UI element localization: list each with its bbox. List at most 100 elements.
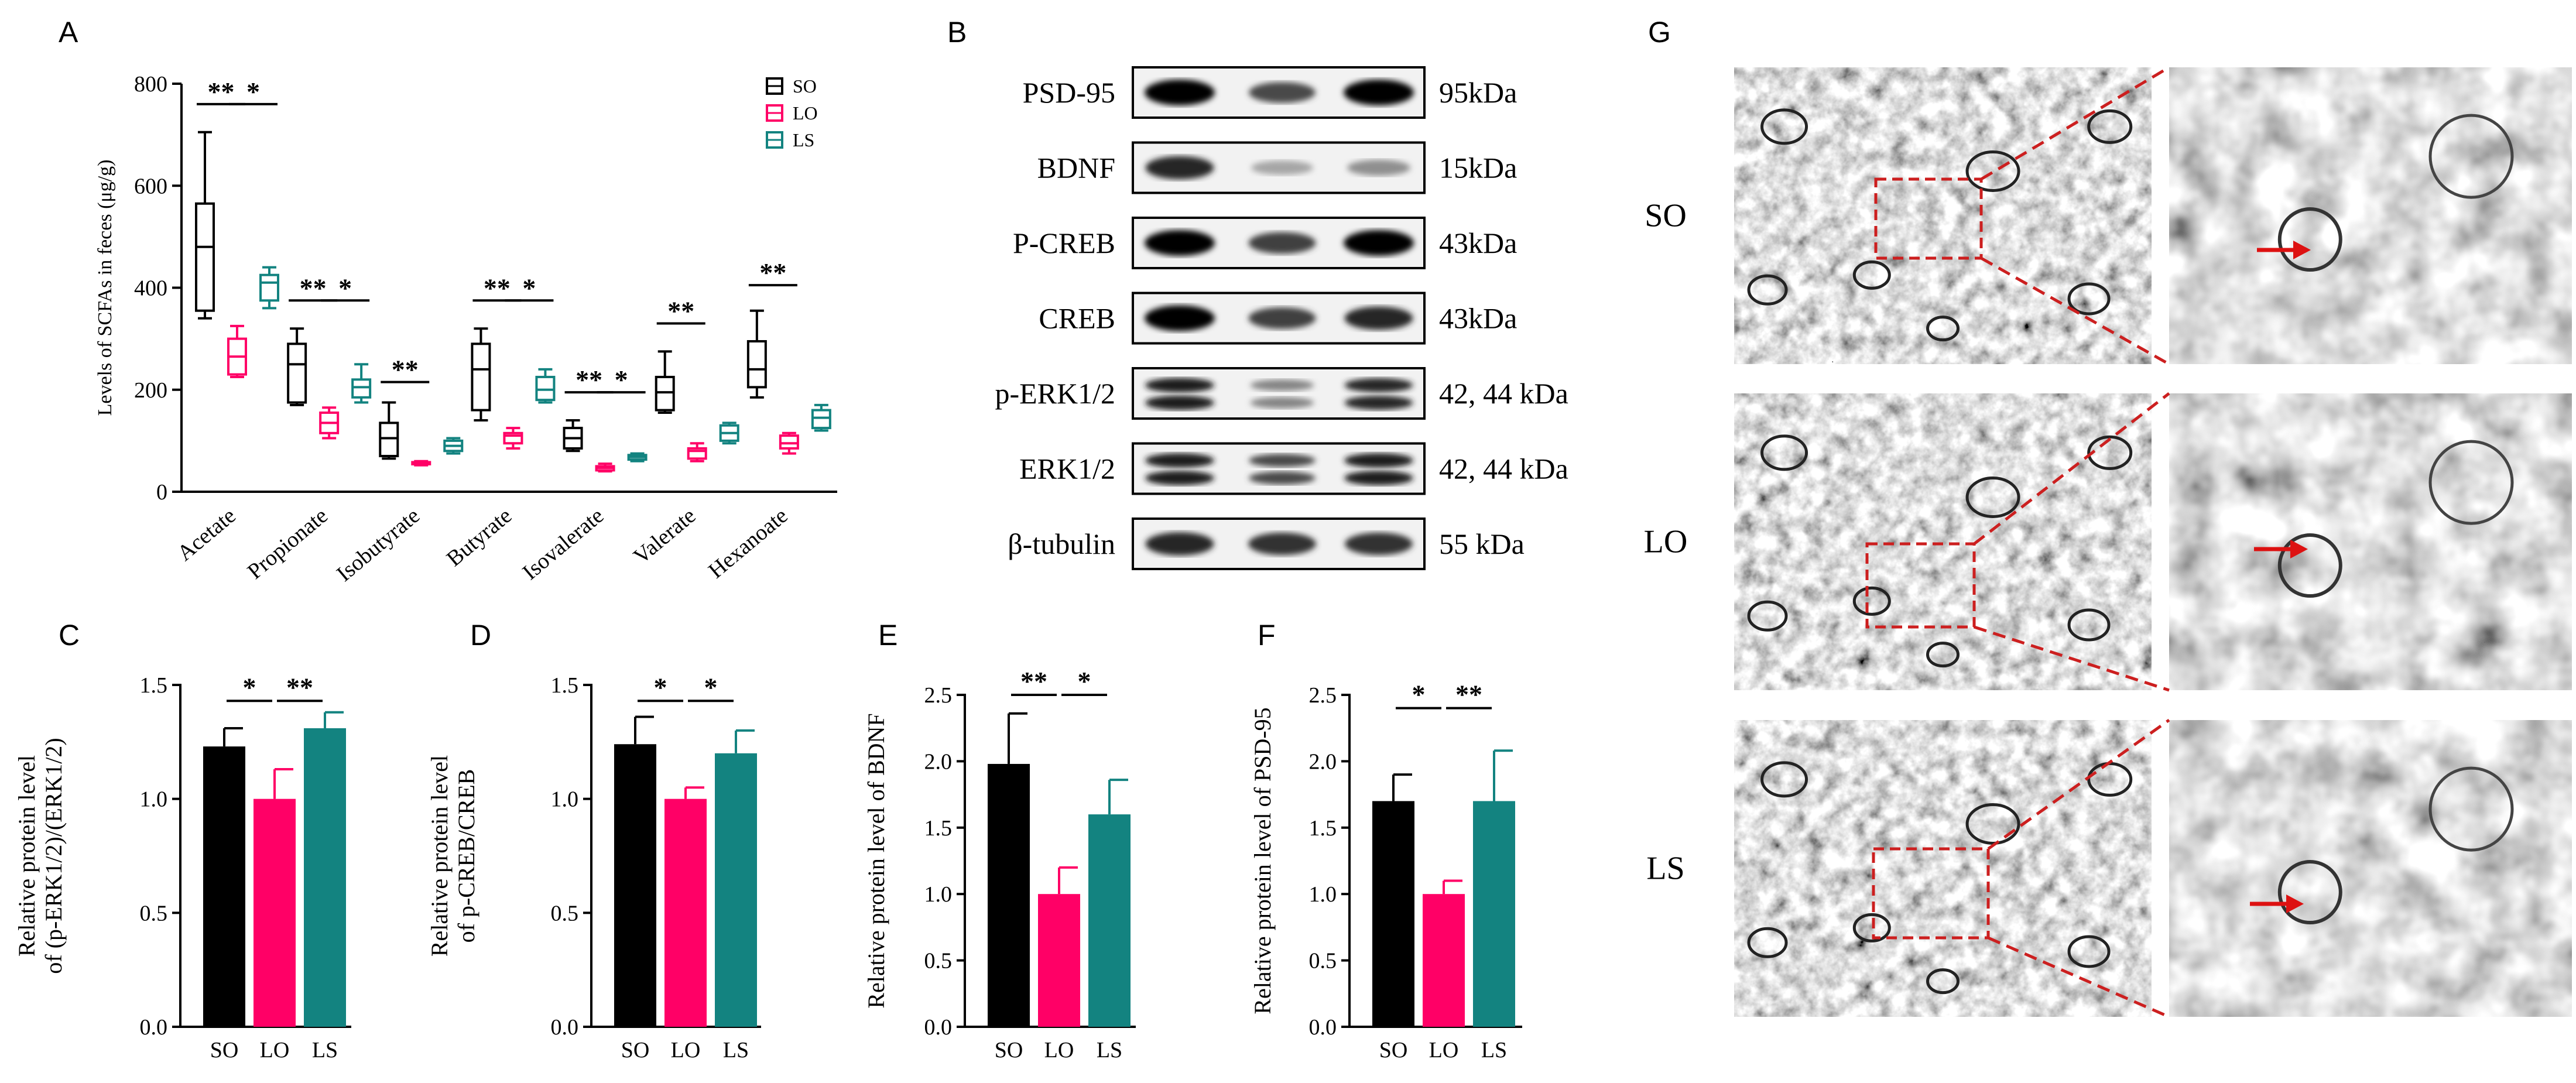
em-so-membrane [1926, 316, 1960, 342]
blot-erk1-2-frame [1132, 442, 1426, 495]
y-tick-label: 0.0 [551, 1015, 579, 1040]
em-lo-membrane [2067, 608, 2111, 642]
blot-erk1-2-band-2-lower [1249, 471, 1316, 485]
em-so-label: SO [1645, 198, 1687, 234]
em-ls-zoom-box [1872, 847, 1990, 940]
bar-so [614, 744, 656, 1027]
bar-ls [715, 753, 757, 1027]
y-tick-label: 1.5 [924, 816, 953, 841]
blot-erk1-2-band-3-lower [1344, 471, 1413, 485]
box-acetate-so [195, 202, 215, 312]
x-tick-label-isovalerate: Isovalerate [518, 503, 609, 585]
bar-ls [1088, 814, 1131, 1027]
em-so-zoom-line-bottom [1980, 256, 2170, 366]
y-tick-label: 800 [134, 72, 167, 97]
y-tick-label: 0.5 [551, 901, 579, 926]
x-tick-label-acetate: Acetate [173, 503, 241, 566]
em-ls-membrane [1965, 803, 2020, 845]
blot-erk1-2-band-3-upper [1344, 453, 1413, 468]
panel-label-g: G [1648, 16, 1671, 49]
y-axis-label: Relative protein level [426, 755, 453, 957]
x-tick-label-ls: LS [312, 1038, 338, 1063]
y-axis-label: Levels of SCFAs in feces (μg/g) [94, 160, 116, 416]
blot-p-creb-size: 43kDa [1439, 227, 1517, 259]
blot-creb-band-3 [1344, 306, 1413, 330]
em-lo-zoom-line-top [1973, 392, 2170, 545]
y-tick-label: 0.5 [924, 949, 953, 974]
significance-label: ** [208, 77, 235, 107]
em-lo-membrane [1852, 586, 1891, 616]
x-tick-label-lo: LO [1044, 1038, 1074, 1063]
y-tick-label: 2.0 [924, 749, 953, 774]
blot-bdnf-band-1 [1145, 156, 1214, 180]
box-hexanoate-so [746, 340, 767, 389]
legend-label-so: SO [793, 76, 817, 97]
y-tick-label: 1.5 [140, 673, 168, 698]
em-so-membrane [1760, 108, 1808, 145]
bar-ls [304, 728, 346, 1027]
em-so-membrane [2067, 282, 2111, 316]
x-tick-label-so: SO [621, 1038, 650, 1063]
bar-so [1372, 801, 1414, 1027]
em-images-panel: SO LO LS [1644, 66, 2572, 1019]
significance-label: ** [576, 365, 602, 395]
chart-d-pcreb-ratio: 0.0 0.5 1.0 1.5 Relative protein level of p-C… [426, 672, 761, 1063]
bar-lo [254, 798, 296, 1027]
blot-creb-band-1 [1145, 305, 1215, 331]
em-ls-label: LS [1646, 851, 1684, 887]
y-axis-label: of (p-ERK1/2)/(ERK1/2) [40, 738, 67, 974]
x-tick-label-propionate: Propionate [243, 503, 333, 584]
em-lo-membrane [1926, 642, 1960, 668]
y-tick-label: 1.5 [1309, 816, 1337, 841]
em-so-zoom-box [1874, 177, 1983, 260]
blot-bdnf-label: BDNF [1037, 152, 1115, 184]
blot-p-erk1-2-size: 42, 44 kDa [1439, 377, 1568, 410]
em-lo-vesicle [2428, 440, 2514, 525]
blot-psd-95-band-1 [1145, 80, 1215, 105]
western-blot-panel: PSD-95 95kDa BDNF 15kDa P-CREB 43kDa CREB 43kDa… [995, 66, 1568, 570]
blot-p-creb-band-2 [1248, 232, 1316, 254]
box-butyrate-so [471, 342, 491, 412]
y-tick-label: 1.0 [140, 787, 168, 812]
bar-ls [1473, 801, 1515, 1027]
em-ls-membrane [1747, 927, 1788, 958]
significance-label: * [338, 273, 352, 303]
box-acetate-ls [259, 273, 279, 302]
blot-tubulin-band-1 [1145, 532, 1214, 556]
y-tick-label: 2.5 [1309, 683, 1337, 708]
em-ls-arrow-icon [2286, 894, 2304, 913]
x-tick-label-ls: LS [723, 1038, 749, 1063]
blot-p-erk1-2-frame [1132, 367, 1426, 420]
chart-f-psd95: 0.0 0.5 1.0 1.5 2.0 2.5 Relative protein level… [1249, 680, 1522, 1063]
em-ls-membrane [2067, 935, 2111, 968]
chart-e-bdnf: 0.0 0.5 1.0 1.5 2.0 2.5 Relative protein level… [863, 666, 1136, 1063]
box-isobutyrate-so [379, 421, 399, 458]
y-tick-label: 1.5 [551, 673, 579, 698]
x-tick-label-so: SO [995, 1038, 1023, 1063]
x-tick-label-lo: LO [671, 1038, 701, 1063]
significance-label: ** [1020, 666, 1047, 696]
blot-tubulin-band-2 [1248, 532, 1316, 556]
blot-tubulin-size: 55 kDa [1439, 527, 1525, 560]
em-so-membrane [1965, 150, 2020, 192]
em-lo-zoom-box [1865, 542, 1976, 629]
em-lo-label: LO [1644, 524, 1688, 560]
significance-label: * [704, 672, 718, 702]
blot-creb-band-2 [1248, 307, 1316, 329]
chart-c-perk-ratio: 0.0 0.5 1.0 1.5 Relative protein level of (p-… [13, 672, 351, 1063]
legend-label-ls: LS [793, 129, 814, 150]
blot-creb-label: CREB [1039, 302, 1115, 335]
x-tick-label-so: SO [1379, 1038, 1408, 1063]
blot-p-erk1-2-band-3-upper [1344, 378, 1413, 393]
x-tick-label-ls: LS [1481, 1038, 1507, 1063]
blot-p-erk1-2-label: p-ERK1/2 [995, 377, 1115, 410]
panel-label-e: E [878, 619, 898, 652]
blot-erk1-2-band-1-upper [1145, 453, 1214, 468]
y-tick-label: 0.5 [1309, 949, 1337, 974]
y-axis-label: Relative protein level [13, 755, 40, 957]
significance-label: ** [484, 273, 511, 303]
panel-label-c: C [59, 619, 80, 652]
bar-lo [1038, 894, 1080, 1027]
bar-so [203, 746, 245, 1027]
blot-erk1-2-size: 42, 44 kDa [1439, 453, 1568, 485]
